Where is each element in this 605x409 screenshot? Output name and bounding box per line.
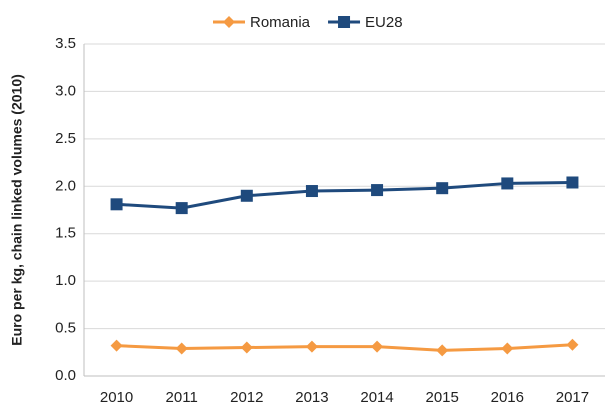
y-tick-label: 2.5 xyxy=(55,130,76,147)
data-point xyxy=(436,344,449,357)
series-line xyxy=(116,343,573,352)
x-tick-label: 2015 xyxy=(426,389,459,406)
data-point xyxy=(501,177,514,190)
y-tick-label: 2.0 xyxy=(55,177,76,194)
x-tick-label: 2011 xyxy=(166,389,198,406)
y-tick-label: 1.0 xyxy=(55,272,76,289)
y-tick-label: 0.5 xyxy=(55,320,76,337)
y-tick-label: 3.0 xyxy=(55,82,76,99)
data-point xyxy=(240,341,253,354)
legend-label: EU28 xyxy=(365,14,403,31)
data-point xyxy=(566,176,579,189)
y-tick-label: 1.5 xyxy=(55,225,76,242)
y-axis-label: Euro per kg, chain linked volumes (2010) xyxy=(9,74,25,346)
legend-marker xyxy=(338,16,351,28)
data-point xyxy=(501,342,514,355)
data-point xyxy=(175,202,188,215)
data-point xyxy=(240,189,253,202)
data-point xyxy=(175,342,188,355)
x-tick-label: 2016 xyxy=(491,389,524,406)
data-point xyxy=(436,182,449,195)
data-point xyxy=(566,338,579,351)
x-tick-label: 2010 xyxy=(100,389,133,406)
x-tick-label: 2017 xyxy=(556,389,589,406)
data-point xyxy=(305,340,318,353)
x-tick-label: 2012 xyxy=(230,389,263,406)
data-point xyxy=(110,339,123,352)
legend-label: Romania xyxy=(250,14,311,31)
data-point xyxy=(371,340,384,353)
x-tick-label: 2014 xyxy=(360,389,393,406)
data-point xyxy=(305,185,318,198)
x-tick-label: 2013 xyxy=(295,389,328,406)
y-tick-label: 3.5 xyxy=(55,35,76,52)
y-tick-label: 0.0 xyxy=(55,367,76,384)
legend-marker xyxy=(223,16,235,28)
series-line xyxy=(116,180,573,210)
data-point xyxy=(110,198,123,211)
data-point xyxy=(371,184,384,197)
